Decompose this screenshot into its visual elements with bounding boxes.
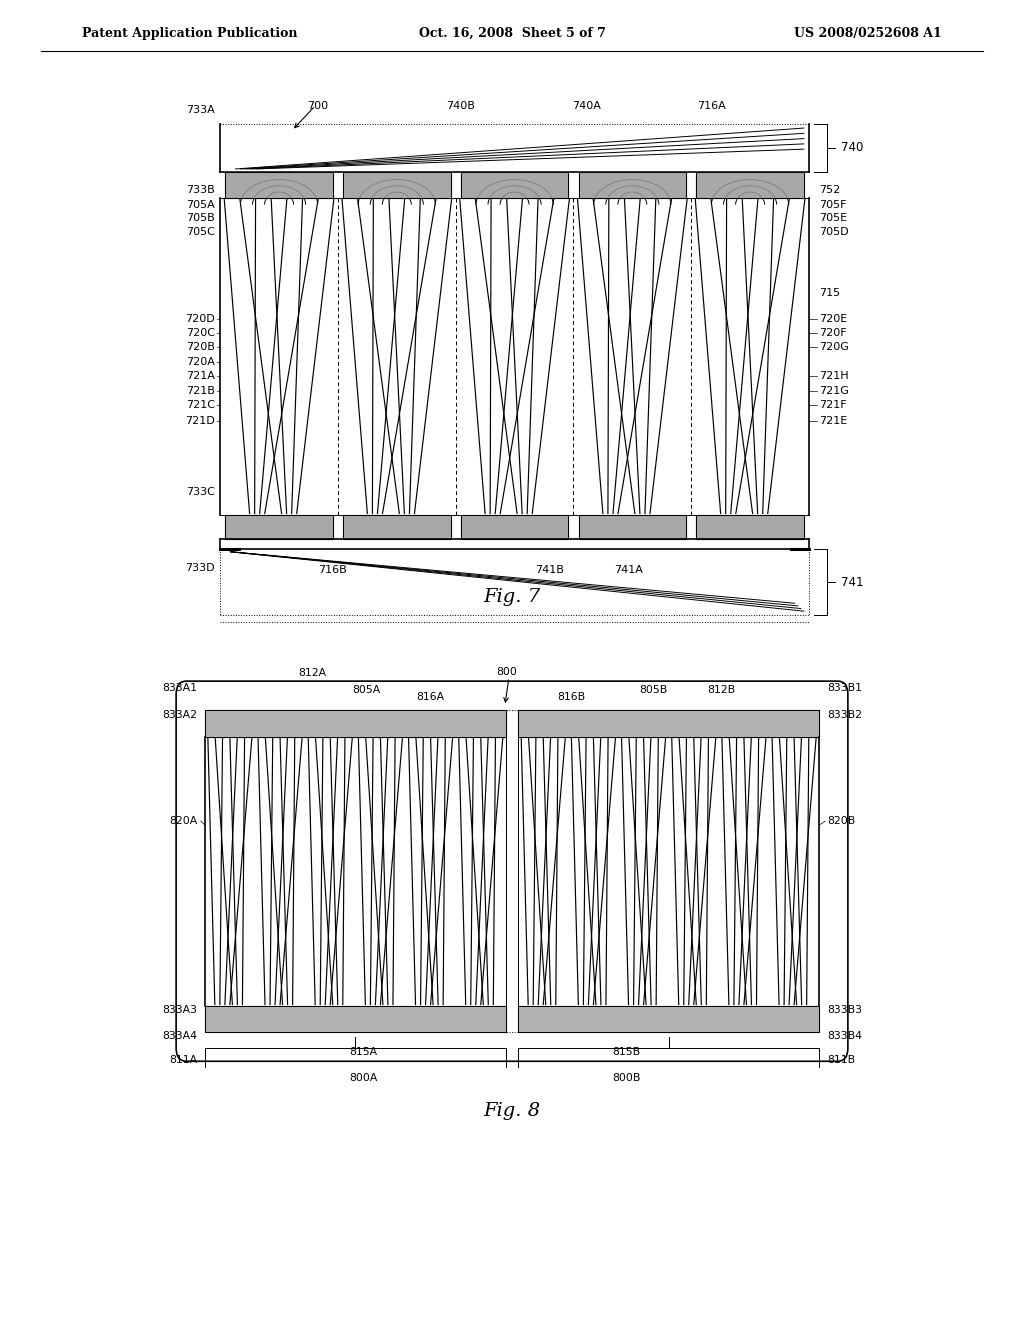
Text: 800B: 800B bbox=[612, 1073, 641, 1084]
Text: 741: 741 bbox=[841, 576, 863, 589]
Text: 740A: 740A bbox=[572, 100, 601, 111]
Text: 741A: 741A bbox=[614, 565, 643, 576]
Text: 833A4: 833A4 bbox=[163, 1031, 198, 1041]
Text: Fig. 7: Fig. 7 bbox=[483, 587, 541, 606]
Text: 733C: 733C bbox=[186, 487, 215, 498]
Text: 741B: 741B bbox=[536, 565, 564, 576]
Text: 740: 740 bbox=[841, 141, 863, 154]
Text: 720D: 720D bbox=[185, 314, 215, 325]
Text: 721H: 721H bbox=[819, 371, 849, 381]
Text: 721G: 721G bbox=[819, 385, 849, 396]
Text: 721A: 721A bbox=[186, 371, 215, 381]
Text: US 2008/0252608 A1: US 2008/0252608 A1 bbox=[795, 26, 942, 40]
Text: 705C: 705C bbox=[186, 227, 215, 238]
Text: 700: 700 bbox=[307, 100, 329, 111]
Text: 721D: 721D bbox=[185, 416, 215, 426]
Text: 805A: 805A bbox=[352, 685, 381, 696]
Text: 720G: 720G bbox=[819, 342, 849, 352]
Text: 721E: 721E bbox=[819, 416, 848, 426]
Text: 816B: 816B bbox=[557, 692, 586, 702]
Text: 833A1: 833A1 bbox=[163, 682, 198, 693]
Text: 740B: 740B bbox=[446, 100, 475, 111]
Text: 815A: 815A bbox=[349, 1047, 378, 1057]
Text: 833A2: 833A2 bbox=[163, 710, 198, 721]
Text: 716A: 716A bbox=[697, 100, 726, 111]
Text: 833B4: 833B4 bbox=[827, 1031, 862, 1041]
Text: 721B: 721B bbox=[186, 385, 215, 396]
Text: 720B: 720B bbox=[186, 342, 215, 352]
Text: Oct. 16, 2008  Sheet 5 of 7: Oct. 16, 2008 Sheet 5 of 7 bbox=[419, 26, 605, 40]
Text: 816A: 816A bbox=[416, 692, 444, 702]
Text: 820A: 820A bbox=[169, 816, 198, 826]
Text: 720C: 720C bbox=[186, 327, 215, 338]
Text: 716B: 716B bbox=[318, 565, 347, 576]
Text: 833B2: 833B2 bbox=[827, 710, 862, 721]
Text: 811A: 811A bbox=[170, 1055, 198, 1065]
Text: 721C: 721C bbox=[186, 400, 215, 411]
Text: Fig. 8: Fig. 8 bbox=[483, 1102, 541, 1121]
Text: 705B: 705B bbox=[186, 213, 215, 223]
Text: 705F: 705F bbox=[819, 199, 847, 210]
Text: 833A3: 833A3 bbox=[163, 1005, 198, 1015]
Text: 733D: 733D bbox=[185, 562, 215, 573]
Text: 715: 715 bbox=[819, 288, 841, 298]
Text: Patent Application Publication: Patent Application Publication bbox=[82, 26, 297, 40]
Text: 833B3: 833B3 bbox=[827, 1005, 862, 1015]
Text: 800: 800 bbox=[497, 667, 517, 677]
Text: 815B: 815B bbox=[612, 1047, 641, 1057]
Text: 705D: 705D bbox=[819, 227, 849, 238]
Text: 833B1: 833B1 bbox=[827, 682, 862, 693]
Text: 805B: 805B bbox=[639, 685, 668, 696]
Text: 721F: 721F bbox=[819, 400, 847, 411]
Text: 811B: 811B bbox=[827, 1055, 855, 1065]
Text: 752: 752 bbox=[819, 185, 841, 195]
Text: 733A: 733A bbox=[186, 104, 215, 115]
Text: 705A: 705A bbox=[186, 199, 215, 210]
Text: 800A: 800A bbox=[349, 1073, 378, 1084]
Text: 812A: 812A bbox=[298, 668, 327, 678]
Text: 812B: 812B bbox=[707, 685, 735, 696]
Text: 720A: 720A bbox=[186, 356, 215, 367]
Text: 720F: 720F bbox=[819, 327, 847, 338]
Text: 733B: 733B bbox=[186, 185, 215, 195]
Text: 705E: 705E bbox=[819, 213, 847, 223]
Text: 820B: 820B bbox=[827, 816, 856, 826]
Text: 720E: 720E bbox=[819, 314, 848, 325]
